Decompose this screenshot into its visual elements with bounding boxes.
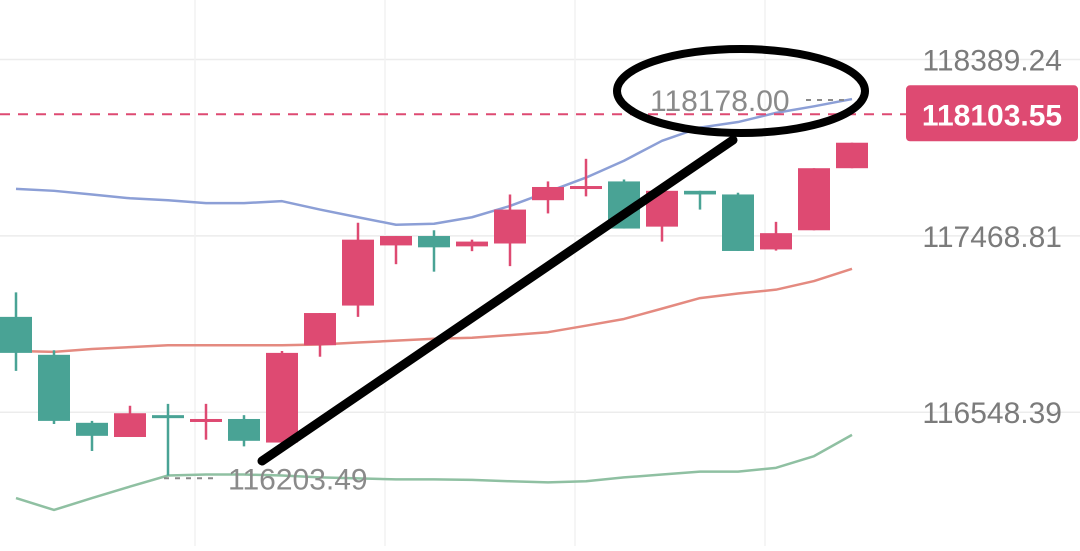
candle-body [418, 236, 450, 248]
y-axis-tick-label: 118389.24 [922, 45, 1062, 78]
candle-body [684, 190, 716, 195]
candle-up [342, 222, 374, 317]
candle-body [266, 352, 298, 443]
candle-up [836, 142, 868, 169]
y-axis-tick-label: 117468.81 [922, 221, 1062, 254]
price-axis: 118389.24 117468.81 116548.39 [922, 45, 1062, 431]
candle-body [570, 186, 602, 190]
candle-body [228, 418, 260, 441]
candle-body [798, 168, 830, 231]
candle-down [684, 190, 716, 210]
high-low-markers: 118178.00 116203.49 [164, 85, 850, 496]
candle-down [228, 415, 260, 447]
candle-body [456, 241, 488, 247]
candle-down [418, 230, 450, 272]
hand-drawn-annotations [257, 45, 869, 466]
candle-body [76, 422, 108, 436]
upper-band-line [15, 97, 853, 226]
candles [0, 142, 868, 476]
candle-up [760, 221, 792, 251]
candle-up [304, 313, 336, 357]
current-price-label: 118103.55 [922, 99, 1062, 132]
candle-down [152, 403, 184, 476]
candle-body [760, 233, 792, 250]
current-price-tag [906, 85, 1078, 142]
trend-annotation-line [257, 135, 738, 466]
high-marker-circle [613, 45, 869, 137]
candle-down [722, 192, 754, 251]
candle-body [114, 413, 146, 437]
candle-up [494, 194, 526, 267]
candle-body [190, 418, 222, 422]
candle-down [0, 292, 32, 371]
candle-body [152, 415, 184, 419]
candle-up [114, 405, 146, 437]
candle-body [532, 186, 564, 201]
candle-body [304, 313, 336, 346]
candle-up [190, 403, 222, 440]
candle-body [836, 142, 868, 169]
candle-up [570, 158, 602, 197]
lower-band-line [15, 433, 853, 512]
candle-body [380, 236, 412, 246]
y-axis-tick-label: 116548.39 [922, 397, 1062, 430]
candle-body [38, 354, 70, 421]
candle-body [342, 239, 374, 306]
candle-up [646, 190, 678, 242]
candle-up [456, 239, 488, 252]
bollinger-bands [15, 97, 853, 512]
candle-up [798, 168, 830, 231]
candle-down [76, 420, 108, 451]
candle-up [532, 181, 564, 214]
candle-up [380, 236, 412, 265]
low-price-marker-label: 116203.49 [228, 463, 368, 496]
high-price-marker-label: 118178.00 [650, 85, 790, 118]
current-price-line: 118103.55 [0, 85, 1078, 142]
candle-body [0, 316, 32, 353]
candle-up [266, 350, 298, 451]
candle-down [38, 350, 70, 424]
candle-body [494, 209, 526, 244]
candle-body [722, 194, 754, 251]
